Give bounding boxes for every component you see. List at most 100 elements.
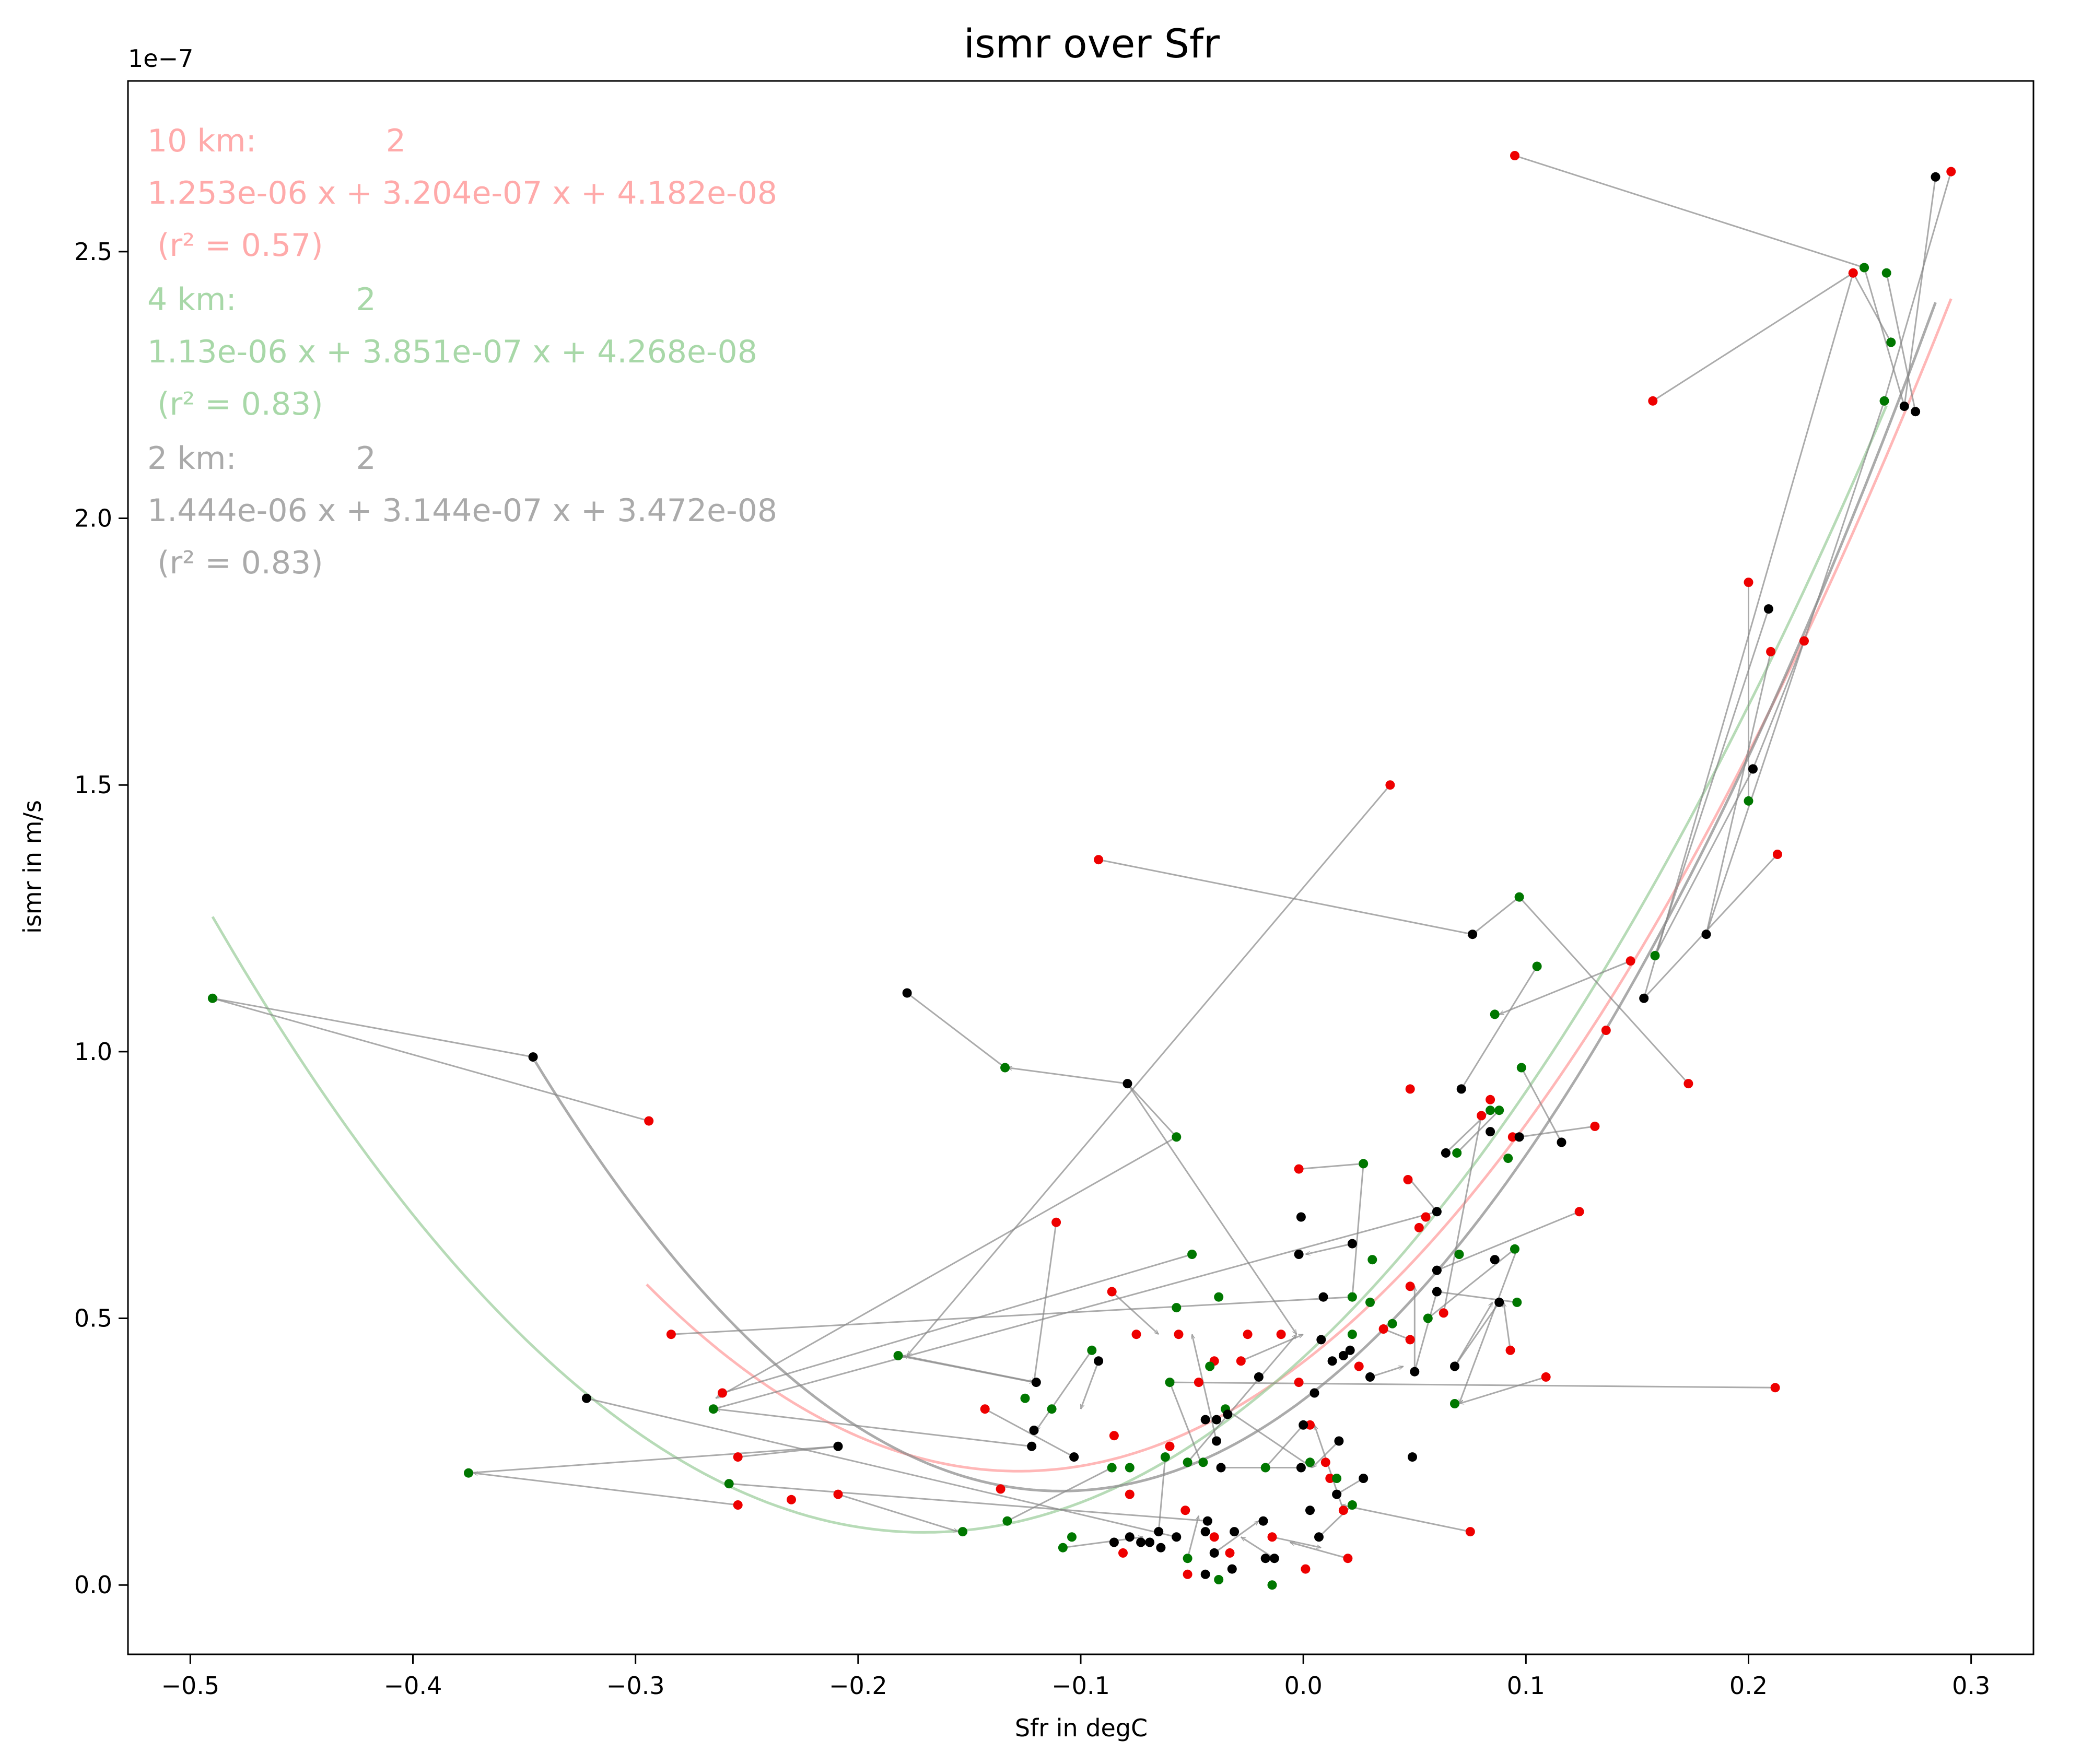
point-s2-6	[1468, 930, 1478, 939]
arrow-16	[1098, 859, 1472, 934]
arrow-86	[1337, 1477, 1364, 1495]
arrow-17	[1472, 896, 1520, 935]
arrow-68	[1272, 1536, 1322, 1547]
arrow-80	[1427, 1248, 1515, 1319]
arrow-42	[1414, 1291, 1438, 1372]
arrow-19	[1499, 960, 1631, 1015]
point-s0-52	[1405, 1281, 1415, 1291]
point-s2-23	[1318, 1292, 1328, 1302]
point-s1-20	[1214, 1292, 1224, 1302]
arrow-22	[213, 998, 649, 1122]
fit-annotations: 10 km: 2 1.253e-06 x + 3.204e-07 x + 4.18…	[147, 123, 777, 581]
arrow-5	[1863, 267, 1904, 407]
point-s0-64	[1301, 1564, 1311, 1574]
point-s1-28	[1020, 1393, 1030, 1403]
point-s1-36	[1183, 1457, 1192, 1467]
arrow-30	[713, 1212, 1437, 1410]
point-s2-19	[1347, 1239, 1357, 1249]
point-s2-12	[1441, 1148, 1451, 1158]
arrow-83	[1241, 1333, 1303, 1362]
point-s0-34	[1131, 1330, 1141, 1339]
point-s2-68	[1200, 1569, 1210, 1579]
x-tick-label-2: −0.3	[606, 1672, 665, 1700]
point-s0-50	[1378, 1324, 1388, 1334]
arrow-77	[1454, 1302, 1493, 1367]
point-s0-42	[1236, 1356, 1246, 1366]
arrow-6	[1886, 273, 1915, 412]
arrow-2	[1852, 272, 1892, 343]
point-s2-51	[1109, 1537, 1119, 1547]
point-s2-2	[1911, 407, 1921, 417]
x-tick-label-8: 0.3	[1952, 1672, 1990, 1700]
point-s2-32	[1094, 1356, 1104, 1366]
point-s1-47	[958, 1527, 968, 1537]
point-s1-17	[1359, 1159, 1369, 1169]
y-tick-label-2: 1.0	[74, 1038, 112, 1066]
arrow-46	[1170, 1382, 1775, 1389]
arrow-66	[1341, 1505, 1471, 1533]
point-s0-14	[1405, 1084, 1415, 1094]
x-tick-label-0: −0.5	[161, 1672, 219, 1700]
point-s0-20	[1294, 1164, 1304, 1174]
point-s2-1	[1899, 402, 1909, 411]
y-axis: 0.0 0.5 1.0 1.5 2.0 2.5	[74, 238, 128, 1599]
point-s1-34	[1125, 1463, 1135, 1473]
point-s2-61	[1230, 1527, 1240, 1537]
arrow-33	[1299, 1163, 1364, 1170]
point-s0-65	[1209, 1532, 1219, 1542]
annotation-2-line-0: 2 km: 2	[147, 440, 376, 477]
arrow-9	[1706, 651, 1772, 934]
point-s0-22	[1421, 1212, 1431, 1222]
arrow-58	[1007, 1467, 1112, 1522]
point-s1-46	[724, 1479, 734, 1489]
point-s0-62	[1225, 1548, 1235, 1558]
point-s0-11	[1626, 956, 1635, 966]
point-s2-37	[1216, 1463, 1226, 1473]
point-s0-43	[1243, 1330, 1253, 1339]
point-s2-45	[1345, 1345, 1355, 1355]
arrow-52	[469, 1445, 838, 1473]
annotation-1-line-2: (r² = 0.83)	[147, 386, 323, 422]
point-s0-5	[1799, 636, 1809, 646]
annotation-0-line-2: (r² = 0.57)	[147, 227, 323, 264]
point-s2-38	[1254, 1372, 1264, 1382]
point-s2-55	[1154, 1527, 1164, 1537]
point-s2-22	[1490, 1255, 1500, 1265]
point-s1-7	[1650, 951, 1660, 960]
arrow-75	[1370, 1367, 1404, 1378]
point-s1-54	[1305, 1457, 1315, 1467]
arrow-51	[716, 1409, 1032, 1448]
point-s1-56	[1423, 1313, 1433, 1323]
arrow-54	[473, 1473, 738, 1506]
y-axis-label: ismr in m/s	[18, 800, 46, 934]
y-offset-label: 1e−7	[128, 44, 193, 73]
point-s0-30	[833, 1489, 843, 1499]
arrow-84	[1265, 1425, 1304, 1468]
point-s0-29	[787, 1495, 796, 1504]
point-s0-28	[733, 1500, 743, 1510]
point-s0-19	[1051, 1217, 1061, 1227]
point-s0-0	[1510, 151, 1519, 160]
point-s1-27	[708, 1404, 718, 1414]
point-s1-2	[1886, 337, 1896, 347]
arrow-49	[1111, 1291, 1159, 1335]
point-s2-66	[1314, 1532, 1324, 1542]
point-s1-52	[1214, 1575, 1224, 1584]
point-s1-29	[1047, 1404, 1057, 1414]
arrow-21	[213, 998, 533, 1058]
point-s0-33	[1107, 1287, 1117, 1297]
arrow-10	[1752, 640, 1805, 769]
arrow-67	[1290, 1543, 1348, 1559]
arrow-0	[1514, 155, 1864, 268]
point-s0-35	[1109, 1431, 1119, 1441]
point-s2-59	[1202, 1516, 1212, 1526]
point-s0-45	[1294, 1378, 1304, 1387]
point-s0-10	[1683, 1079, 1693, 1089]
point-s2-28	[1031, 1378, 1041, 1387]
point-s1-33	[1107, 1463, 1117, 1473]
point-s2-3	[1763, 604, 1773, 614]
point-s0-58	[1338, 1506, 1348, 1515]
point-s2-9	[902, 988, 912, 998]
point-s2-18	[1294, 1250, 1304, 1259]
point-s0-6	[1766, 646, 1776, 656]
